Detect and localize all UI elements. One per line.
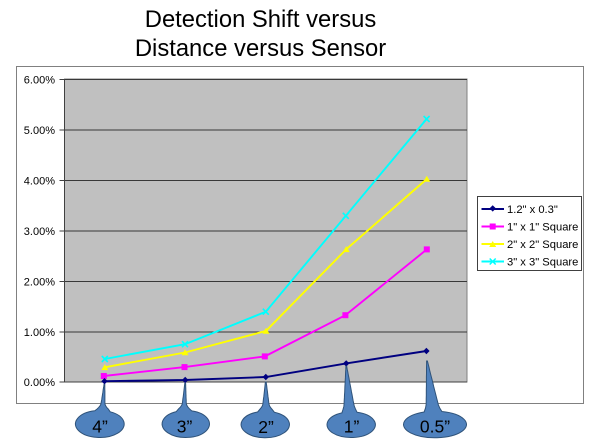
- svg-text:1.00%: 1.00%: [24, 327, 55, 339]
- svg-text:4”: 4”: [92, 417, 108, 437]
- svg-text:1”: 1”: [344, 417, 360, 437]
- svg-text:2”: 2”: [258, 417, 274, 437]
- svg-text:1.2" x 0.3": 1.2" x 0.3": [507, 204, 558, 216]
- svg-text:Distance versus Sensor: Distance versus Sensor: [135, 35, 386, 62]
- svg-text:3”: 3”: [177, 417, 193, 437]
- svg-text:Detection Shift versus: Detection Shift versus: [145, 6, 377, 33]
- svg-text:4.00%: 4.00%: [24, 176, 55, 188]
- svg-text:0.5”: 0.5”: [420, 417, 450, 437]
- svg-text:5.00%: 5.00%: [24, 125, 55, 137]
- svg-text:3" x 3" Square: 3" x 3" Square: [507, 257, 578, 269]
- svg-text:3.00%: 3.00%: [24, 226, 55, 238]
- svg-text:6.00%: 6.00%: [24, 75, 55, 87]
- svg-text:1" x 1" Square: 1" x 1" Square: [507, 222, 578, 234]
- svg-text:2" x 2" Square: 2" x 2" Square: [507, 239, 578, 251]
- svg-text:2.00%: 2.00%: [24, 277, 55, 289]
- svg-text:0.00%: 0.00%: [24, 377, 55, 389]
